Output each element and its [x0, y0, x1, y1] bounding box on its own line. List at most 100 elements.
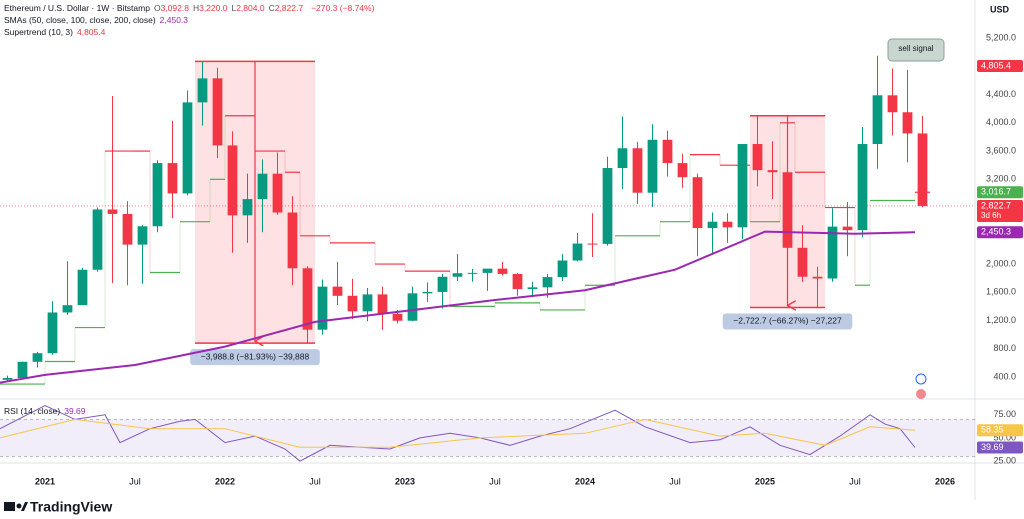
candle-body — [632, 148, 643, 193]
ohlc-key: C — [268, 3, 275, 13]
x-tick-label: 2024 — [575, 476, 595, 486]
rsi-line — [0, 418, 916, 448]
candle-body — [332, 286, 343, 296]
price-label-bg — [977, 199, 1023, 222]
candle-body — [362, 294, 373, 312]
candle-body — [77, 269, 88, 306]
y-tick-label: 2,000.0 — [986, 258, 1016, 268]
brand: TradingView — [30, 499, 112, 515]
y-tick-label: 1,600.0 — [986, 287, 1016, 297]
price-label-bg — [977, 59, 1023, 72]
x-tick-label: 2021 — [35, 476, 55, 486]
rsi-tick-label: 25.00 — [993, 455, 1016, 465]
currency: USD — [990, 4, 1010, 14]
candle-body — [212, 78, 223, 146]
candle-body — [302, 268, 313, 330]
x-tick-label: 2026 — [935, 476, 955, 486]
price-label-bg — [977, 441, 1023, 454]
rsi-tick-label: 50.00 — [993, 432, 1016, 442]
candle-body — [122, 213, 133, 245]
candle-body — [842, 226, 853, 231]
y-tick-label: 5,200.0 — [986, 32, 1016, 42]
change: −270.3 (−8.74%) — [311, 3, 375, 13]
candle-body — [167, 163, 178, 194]
candle-body — [812, 276, 823, 279]
candle-body — [572, 243, 583, 261]
y-tick-label: 3,200.0 — [986, 174, 1016, 184]
x-tick-label: 2025 — [755, 476, 775, 486]
candle-body — [617, 148, 628, 169]
measure-label: −3,988.8 (−81.93%) −39,888 — [201, 351, 310, 361]
x-tick-label: 2022 — [215, 476, 235, 486]
candle-body — [527, 287, 538, 290]
candle-body — [62, 305, 73, 313]
candle-body — [242, 199, 253, 216]
price-label: 4,805.4 — [981, 60, 1011, 70]
legend-row: SMAs (50, close, 100, close, 200, close)… — [4, 15, 192, 25]
candle-body — [182, 102, 193, 194]
measure-label-bg — [722, 313, 853, 330]
measure-label: −2,722.7 (−66.27%) −27,227 — [733, 316, 842, 326]
y-tick-label: 3,600.0 — [986, 145, 1016, 155]
candle-body — [782, 172, 793, 248]
candle-body — [797, 247, 808, 277]
candle-body — [857, 144, 868, 231]
x-tick-label: Jul — [669, 476, 681, 486]
rsi-tick-label: 75.00 — [993, 409, 1016, 419]
candle-body — [497, 268, 508, 274]
rsi-title: RSI (14, close) — [4, 406, 61, 416]
candle-body — [887, 95, 898, 113]
candle-body — [452, 273, 463, 277]
candle-body — [482, 268, 493, 273]
candle-body — [557, 260, 568, 278]
supertrend-value: 4,805.4 — [76, 27, 106, 37]
candle-body — [677, 163, 688, 178]
candle-body — [407, 293, 418, 321]
price-label: 39.69 — [981, 442, 1004, 452]
price-label-bg — [977, 226, 1023, 239]
candle-body — [707, 221, 718, 229]
candle-body — [107, 209, 118, 214]
price-sublabel: 3d 6h — [981, 211, 1001, 220]
ohlc: O3,092.8 H3,220.0 L2,804.0 C2,822.7 — [154, 3, 307, 13]
price-label: 2,450.3 — [981, 227, 1011, 237]
candle-body — [392, 313, 403, 321]
ohlc-value: 3,220.0 — [199, 3, 228, 13]
supertrend-title: Supertrend (10, 3) — [4, 27, 73, 37]
candle-body — [587, 243, 598, 245]
candle-body — [917, 133, 928, 206]
x-tick-label: Jul — [489, 476, 501, 486]
candle-body — [767, 170, 778, 173]
y-tick-label: 4,400.0 — [986, 89, 1016, 99]
y-tick-label: 800.0 — [993, 343, 1016, 353]
candle-body — [377, 294, 388, 314]
candle-body — [722, 221, 733, 228]
candle-body — [542, 277, 553, 288]
legend-row: Ethereum / U.S. Dollar · 1W · Bitstamp O3… — [4, 3, 378, 13]
candle-body — [437, 276, 448, 292]
ohlc-value: 3,092.8 — [160, 3, 189, 13]
candle-body — [512, 273, 523, 290]
candle-body — [422, 291, 433, 294]
y-tick-label: 400.0 — [993, 371, 1016, 381]
measure-label-bg — [190, 349, 320, 366]
ohlc-key: O — [153, 3, 161, 13]
x-tick-label: Jul — [309, 476, 321, 486]
rsi-line — [0, 405, 916, 462]
y-tick-label: 1,200.0 — [986, 315, 1016, 325]
price-label: 3,016.7 — [981, 187, 1011, 197]
candle-body — [152, 163, 163, 227]
legend-row: RSI (14, close) 39.69 — [4, 406, 90, 416]
candle-body — [662, 139, 673, 164]
candle-body — [902, 112, 913, 134]
event-icon — [916, 389, 926, 399]
sma-value: 2,450.3 — [159, 15, 189, 25]
candle-body — [227, 145, 238, 216]
x-tick-label: Jul — [129, 476, 141, 486]
candle-body — [32, 353, 43, 362]
candle-body — [647, 139, 658, 193]
candle-body — [347, 295, 358, 312]
sma-title: SMAs (50, close, 100, close, 200, close) — [4, 15, 156, 25]
